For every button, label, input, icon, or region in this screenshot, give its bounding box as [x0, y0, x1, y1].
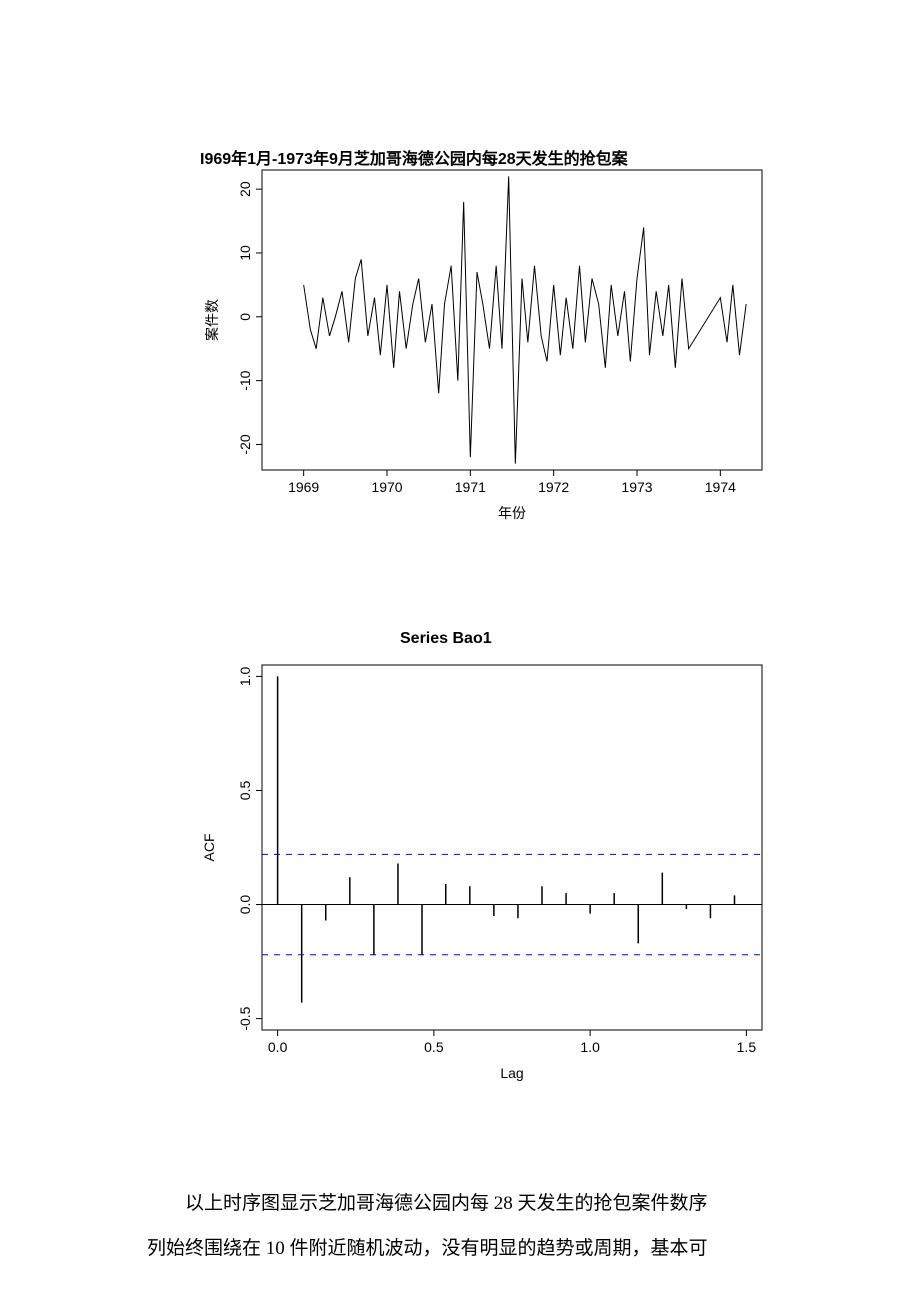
svg-text:1.5: 1.5 [737, 1039, 757, 1055]
para2-text: 列始终围绕在 10 件附近随机波动，没有明显的趋势或周期，基本可 [147, 1238, 708, 1259]
svg-text:1.0: 1.0 [237, 666, 253, 686]
svg-text:1.0: 1.0 [580, 1039, 600, 1055]
svg-text:ACF: ACF [201, 834, 217, 862]
chart2-plot-area: -0.5 0.0 0.5 1.0 0.0 0.5 1.0 1.5 ACF Lag [0, 0, 920, 1150]
paragraph-line-2: 列始终围绕在 10 件附近随机波动，没有明显的趋势或周期，基本可 [147, 1228, 708, 1270]
svg-text:0.5: 0.5 [424, 1039, 444, 1055]
para1-text: 以上时序图显示芝加哥海德公园内每 28 天发生的抢包案件数序 [185, 1193, 708, 1214]
paragraph-line-1: 以上时序图显示芝加哥海德公园内每 28 天发生的抢包案件数序 [185, 1183, 708, 1225]
svg-text:Lag: Lag [500, 1065, 523, 1081]
svg-text:0.0: 0.0 [237, 895, 253, 915]
svg-text:-0.5: -0.5 [237, 1006, 253, 1030]
svg-text:0.5: 0.5 [237, 781, 253, 801]
svg-text:0.0: 0.0 [268, 1039, 288, 1055]
